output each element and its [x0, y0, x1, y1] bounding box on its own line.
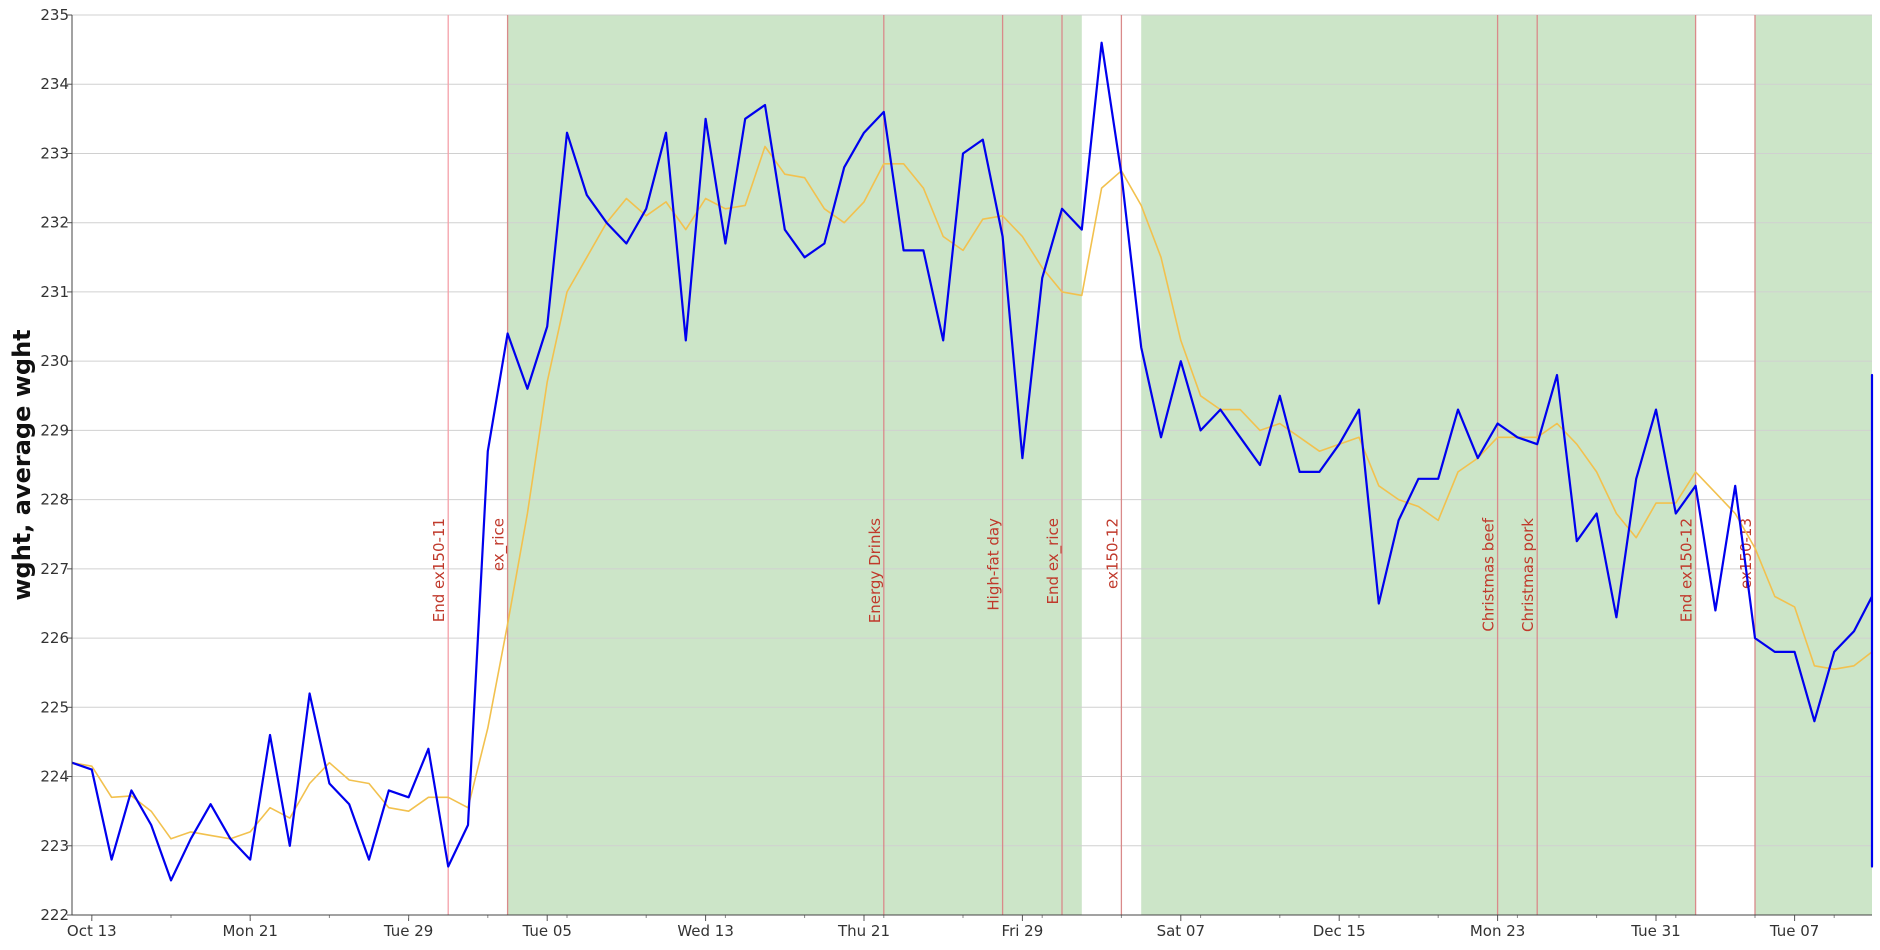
series-line-0 — [71, 41, 1874, 882]
x-tick-label: Tue 29 — [383, 922, 433, 940]
event-label: End ex150-12 — [1678, 518, 1696, 622]
y-tick-label: 223 — [40, 837, 69, 855]
event-label: Christmas pork — [1519, 518, 1537, 632]
y-tick-label: 225 — [40, 698, 69, 716]
event-label: End ex150-11 — [430, 518, 448, 622]
event-label: Christmas beef — [1480, 517, 1498, 631]
x-tick-label: Tue 05 — [521, 922, 571, 940]
y-axis-title: wght, average wght — [8, 329, 36, 600]
y-tick-label: 234 — [40, 75, 69, 93]
y-axis-title-group: wght, average wght — [8, 329, 36, 600]
y-tick-label: 235 — [40, 6, 69, 24]
y-tick-label: 232 — [40, 214, 69, 232]
x-tick-label: Thu 21 — [837, 922, 890, 940]
event-label: High-fat day — [985, 518, 1003, 611]
x-tick-label: Oct 13 — [67, 922, 117, 940]
shaded-region-0 — [507, 15, 1082, 915]
y-tick-label: 228 — [40, 491, 69, 509]
event-label: End ex_rice — [1044, 518, 1063, 604]
event-label: Energy Drinks — [866, 518, 884, 623]
x-tick-label: Tue 31 — [1630, 922, 1680, 940]
event-markers: End ex150-11 ex_rice Energy Drinks High-fat… — [430, 15, 1756, 915]
event-label: ex150-12 — [1103, 518, 1121, 589]
shaded-regions — [507, 15, 1872, 915]
y-tick-label: 231 — [40, 283, 69, 301]
event-label: ex_rice — [490, 518, 509, 571]
x-tick-label: Dec 15 — [1313, 922, 1366, 940]
shaded-region-1 — [1141, 15, 1696, 915]
shaded-region-2 — [1755, 15, 1872, 915]
y-tick-label: 226 — [40, 629, 69, 647]
y-tick-label: 222 — [40, 906, 69, 924]
y-tick-label: 224 — [40, 768, 69, 786]
data-series — [71, 41, 1874, 882]
y-tick-label: 233 — [40, 144, 69, 162]
x-tick-label: Mon 21 — [222, 922, 277, 940]
x-tick-label: Wed 13 — [677, 922, 734, 940]
axes: 222 223 224 225 226 227 228 229 230 231 232 233 234 2… — [40, 6, 1872, 940]
x-tick-label: Mon 23 — [1470, 922, 1525, 940]
y-tick-label: 230 — [40, 352, 69, 370]
x-tick-label: Sat 07 — [1157, 922, 1205, 940]
y-tick-label: 227 — [40, 560, 69, 578]
x-tick-label: Fri 29 — [1002, 922, 1044, 940]
x-tick-label: Tue 07 — [1769, 922, 1819, 940]
y-tick-label: 229 — [40, 421, 69, 439]
